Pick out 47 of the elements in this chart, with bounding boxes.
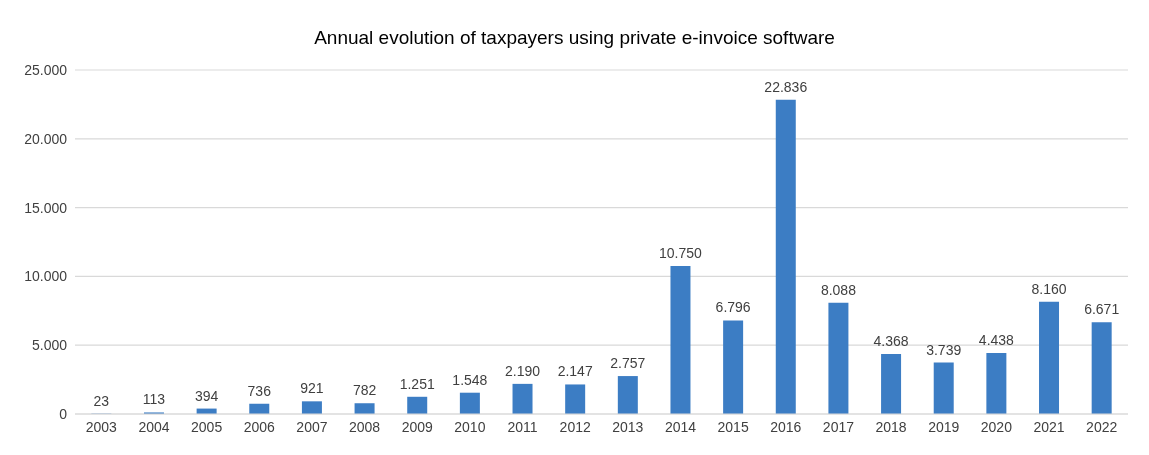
data-label: 4.438 [978,331,1015,348]
y-tick-label: 25.000 [24,61,68,78]
x-tick-label: 2022 [1086,418,1118,435]
data-label: 23 [93,392,110,409]
data-label: 8.160 [1031,280,1067,297]
data-label: 2.147 [557,363,593,380]
y-tick-label: 15.000 [24,199,68,216]
data-label: 22.836 [764,78,808,95]
data-label: 6.671 [1084,301,1120,318]
chart-title: Annual evolution of taxpayers using private e-invoice software [313,26,836,50]
x-tick-label: 2009 [401,418,434,435]
y-tick-label: 10.000 [24,268,68,285]
data-label: 921 [300,380,324,397]
x-tick-label: 2007 [296,418,328,435]
data-label: 8.088 [820,281,857,298]
x-tick-label: 2004 [138,418,170,435]
x-tick-label: 2005 [191,418,223,435]
x-tick-label: 2010 [454,418,486,435]
x-tick-label: 2016 [770,418,802,435]
x-tick-label: 2006 [243,418,276,435]
data-label: 736 [247,382,272,399]
x-tick-label: 2003 [85,418,118,435]
x-tick-label: 2020 [980,418,1013,435]
x-tick-label: 2021 [1033,418,1065,435]
x-tick-label: 2013 [612,418,644,435]
y-tick-label: 20.000 [24,130,68,147]
data-label: 3.739 [926,341,962,358]
x-tick-label: 2011 [507,418,538,435]
data-label: 6.796 [715,299,751,316]
x-tick-label: 2017 [822,418,855,435]
data-label: 1.251 [399,375,435,392]
x-tick-label: 2018 [875,418,907,435]
x-tick-label: 2019 [928,418,960,435]
data-label: 2.757 [610,355,646,372]
data-label: 2.190 [505,362,541,379]
data-label: 10.750 [659,245,703,262]
data-label: 113 [142,391,166,408]
data-label: 394 [194,387,219,404]
data-label: 782 [352,382,377,399]
x-tick-label: 2012 [559,418,591,435]
data-label: 1.548 [452,371,488,388]
x-tick-label: 2014 [664,418,697,435]
data-label: 4.368 [873,332,909,349]
y-tick-label: 0 [59,405,68,422]
x-tick-label: 2008 [349,418,381,435]
x-tick-label: 2015 [717,418,749,435]
y-tick-label: 5.000 [31,337,68,354]
